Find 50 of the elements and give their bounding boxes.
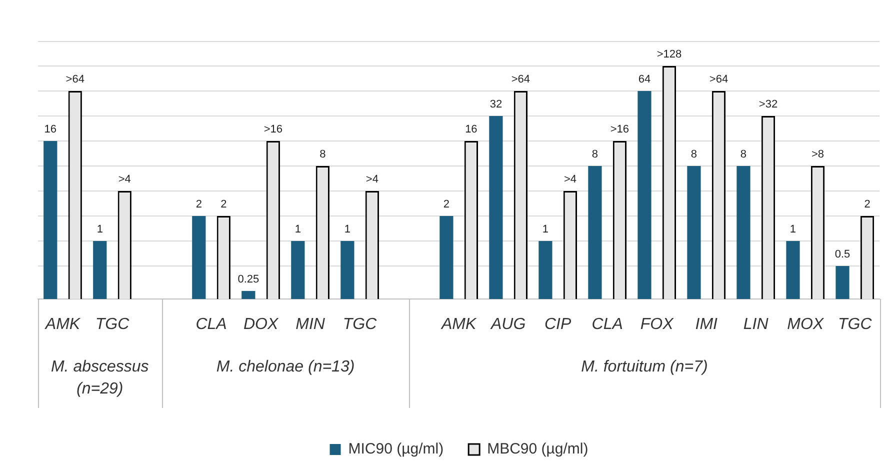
data-label: 2 [196,198,202,210]
x-tick-label: DOX [243,316,280,334]
x-tick-label: LIN [743,316,769,334]
x-tick-label: FOX [640,316,675,334]
data-label: 16 [44,124,56,136]
x-tick-label: IMI [695,316,718,334]
x-tick-label: AUG [490,316,526,334]
x-tick-label: MIN [296,316,326,334]
legend-label: MIC90 (µg/ml) [348,440,444,458]
data-label: >4 [564,174,576,186]
data-label: 8 [690,148,698,161]
data-label: 32 [490,98,502,111]
data-label: >64 [66,74,84,86]
text: M. abscessus (n=29) [50,358,149,398]
data-label: 8 [740,148,747,161]
legend-label: MBC90 (µg/ml) [487,440,588,458]
data-label: 8 [320,148,326,161]
data-label: >16 [264,124,282,136]
x-tick-label: AMK [440,316,478,334]
data-label: 1 [790,223,796,236]
data-label: 1 [542,223,549,236]
data-label: 16 [465,124,478,136]
data-label: 1 [96,223,103,236]
data-label: >64 [511,74,530,86]
data-label: 2 [220,198,227,210]
data-label: 1 [294,223,301,236]
x-tick-label: AMK [44,316,82,334]
data-label: 0.5 [834,248,850,260]
x-tick-label: CIP [544,316,572,334]
text: M. chelonae (n=13) [216,358,355,376]
data-label: 1 [344,223,350,236]
x-tick-label: TGC [838,316,872,334]
data-label: >8 [811,148,824,161]
data-label: 2 [443,198,450,210]
data-label: 0.25 [238,273,260,286]
data-label: >32 [758,98,778,111]
data-label: 64 [638,74,651,86]
data-label: 8 [592,148,598,161]
x-tick-label: CLA [196,316,227,334]
x-tick-label: TGC [95,316,130,334]
x-tick-label: MOX [787,316,825,334]
text: M. fortuitum (n=7) [581,358,708,376]
data-label: >16 [610,124,630,136]
data-label: >128 [656,48,682,61]
x-tick-label: TGC [342,316,378,334]
x-tick-label: CLA [592,316,623,334]
data-label: >4 [366,174,378,186]
data-label: >64 [709,74,728,86]
data-label: >4 [118,174,131,186]
data-label: 2 [864,198,870,210]
